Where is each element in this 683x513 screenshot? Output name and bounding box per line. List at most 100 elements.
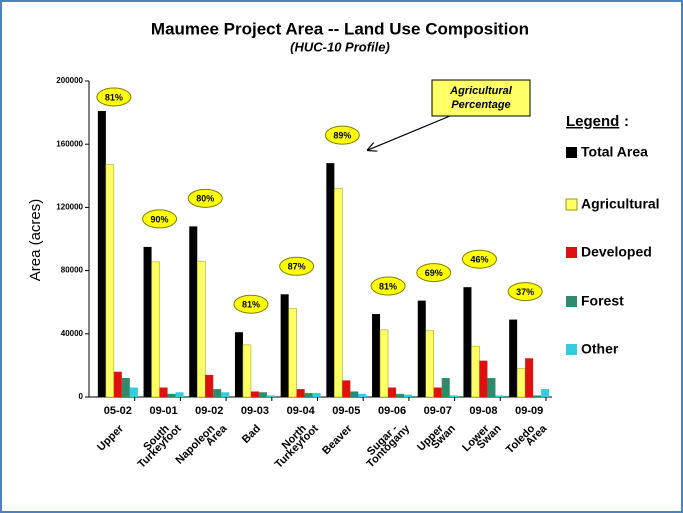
bar bbox=[449, 395, 458, 397]
bar bbox=[433, 387, 442, 397]
bar bbox=[288, 308, 297, 398]
percentage-badge bbox=[279, 256, 315, 276]
y-tick-label: 0 bbox=[79, 392, 84, 401]
y-tick-label: 200000 bbox=[56, 76, 83, 85]
bar bbox=[388, 387, 397, 397]
percentage-badge bbox=[416, 263, 452, 283]
x-tick-label: 09-08 bbox=[469, 405, 497, 417]
legend-title: Legend bbox=[566, 113, 619, 130]
legend-label: Forest bbox=[581, 293, 624, 309]
bar bbox=[197, 260, 206, 398]
bar bbox=[113, 371, 122, 397]
bar bbox=[304, 393, 313, 397]
percentage-badge bbox=[461, 249, 497, 269]
x-tick-label: 09-03 bbox=[241, 405, 269, 417]
bar bbox=[441, 378, 450, 397]
bar bbox=[97, 111, 106, 398]
callout-box bbox=[431, 79, 531, 117]
bar bbox=[487, 378, 496, 397]
y-axis-label: Area (acres) bbox=[27, 199, 44, 282]
percentage-label: 90% bbox=[151, 214, 169, 224]
percentage-label: 69% bbox=[425, 268, 443, 278]
percentage-badge bbox=[370, 276, 406, 296]
percentage-label: 46% bbox=[470, 255, 488, 265]
bar bbox=[350, 391, 359, 397]
bar bbox=[221, 392, 230, 397]
x-tick-label: 09-01 bbox=[149, 405, 177, 417]
bar bbox=[334, 188, 343, 398]
bar bbox=[175, 392, 184, 397]
legend-colon: : bbox=[624, 113, 629, 130]
percentage-label: 81% bbox=[379, 281, 397, 291]
legend-label: Developed bbox=[581, 244, 652, 260]
x-tick-label: 09-02 bbox=[195, 405, 223, 417]
bar bbox=[296, 389, 305, 397]
bar bbox=[234, 332, 243, 397]
bar bbox=[159, 387, 168, 397]
callout-arrow bbox=[368, 115, 451, 150]
bar bbox=[205, 374, 214, 397]
bar bbox=[129, 387, 138, 397]
bar bbox=[258, 392, 267, 397]
x-tick-label: 09-05 bbox=[332, 405, 360, 417]
bar bbox=[372, 314, 381, 397]
bar bbox=[425, 330, 434, 398]
bar bbox=[266, 395, 275, 397]
percentage-badge bbox=[233, 294, 269, 314]
bar bbox=[280, 294, 289, 397]
percentage-label: 37% bbox=[516, 287, 534, 297]
bar bbox=[533, 395, 542, 397]
percentage-badge bbox=[324, 125, 360, 145]
callout-text: Agricultural Percentage bbox=[449, 85, 513, 111]
percentage-badge bbox=[187, 188, 223, 208]
bar bbox=[189, 226, 198, 397]
bar bbox=[358, 393, 367, 397]
legend-swatch bbox=[565, 198, 578, 211]
bar bbox=[516, 368, 526, 398]
bar bbox=[105, 164, 115, 398]
legend-swatch bbox=[566, 344, 577, 355]
legend-label: Agricultural bbox=[581, 196, 660, 212]
bar bbox=[242, 344, 252, 398]
x-tick-label: 09-06 bbox=[378, 405, 406, 417]
percentage-badge bbox=[507, 282, 543, 302]
percentage-label: 89% bbox=[333, 131, 351, 141]
percentage-label: 81% bbox=[242, 300, 260, 310]
x-tick-label: 05-02 bbox=[104, 405, 132, 417]
legend-swatch bbox=[566, 147, 577, 158]
bar bbox=[250, 391, 259, 397]
y-tick-label: 80000 bbox=[61, 266, 84, 275]
bar bbox=[404, 394, 413, 397]
percentage-label: 80% bbox=[196, 194, 214, 204]
percentage-label: 81% bbox=[105, 92, 123, 102]
legend-swatch bbox=[566, 247, 577, 258]
y-tick-label: 120000 bbox=[56, 203, 83, 212]
bar bbox=[379, 329, 389, 398]
chart-title: Maumee Project Area -- Land Use Composit… bbox=[151, 19, 529, 38]
bar bbox=[471, 346, 480, 398]
legend-label: Total Area bbox=[581, 144, 648, 160]
bar bbox=[342, 380, 351, 397]
percentage-badge bbox=[142, 209, 178, 229]
percentage-badge bbox=[96, 87, 132, 107]
bar bbox=[121, 378, 130, 397]
chart-subtitle: (HUC-10 Profile) bbox=[290, 39, 390, 54]
bar bbox=[479, 360, 488, 397]
bar bbox=[541, 389, 550, 397]
x-tick-label: 09-09 bbox=[515, 405, 543, 417]
bar bbox=[326, 163, 335, 397]
bar bbox=[509, 319, 518, 397]
bar bbox=[396, 393, 405, 397]
y-tick-label: 160000 bbox=[56, 139, 83, 148]
bar bbox=[495, 395, 504, 397]
bar bbox=[167, 393, 176, 397]
percentage-label: 87% bbox=[288, 262, 306, 272]
bar bbox=[525, 358, 534, 397]
x-tick-label: 09-04 bbox=[287, 405, 316, 417]
legend-swatch bbox=[566, 296, 577, 307]
bar bbox=[151, 261, 160, 398]
bar bbox=[312, 393, 321, 397]
x-tick-label: 09-07 bbox=[424, 405, 452, 417]
bar bbox=[417, 300, 426, 397]
